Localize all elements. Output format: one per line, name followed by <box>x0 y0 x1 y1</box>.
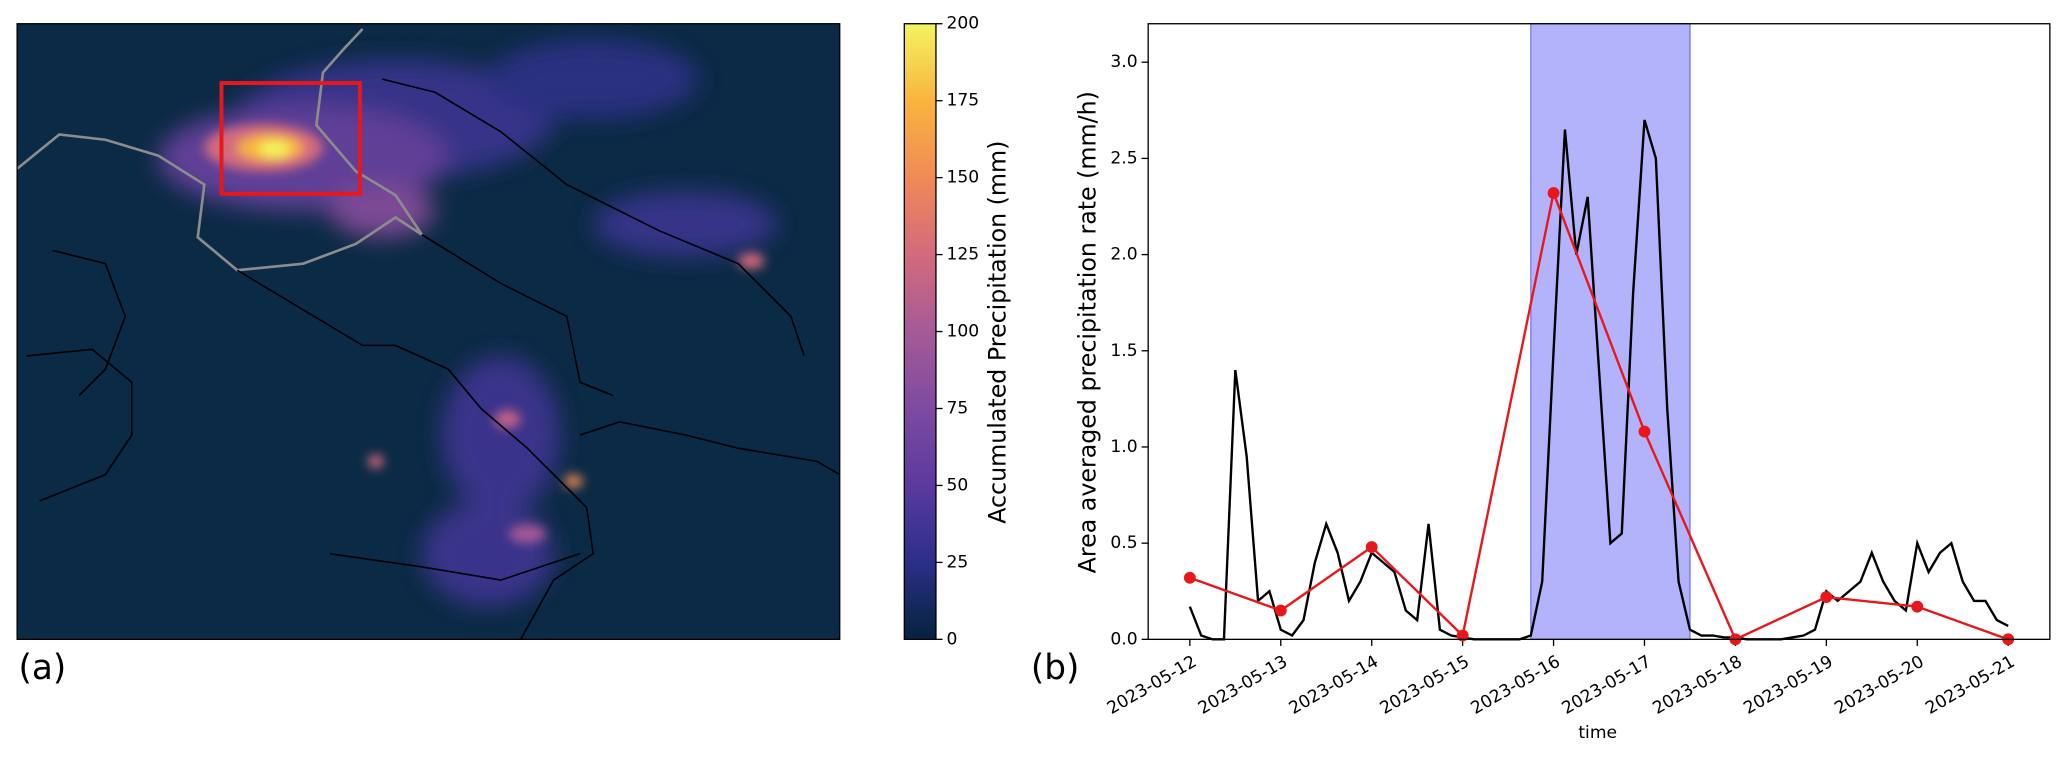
colorbar-label: Accumulated Precipitation (mm) <box>984 141 1012 524</box>
colorbar <box>903 23 937 641</box>
map <box>17 23 840 640</box>
x-tick-label: 2023-05-17 <box>1559 652 1655 719</box>
x-tick-label: 2023-05-12 <box>1104 652 1200 719</box>
plot-frame <box>1147 23 2051 641</box>
panel-label: (a) <box>18 648 66 688</box>
x-tick-label: 2023-05-15 <box>1377 652 1473 719</box>
colorbar-tick-label: 200 <box>946 14 979 34</box>
point <box>1365 541 1378 553</box>
x-axis-label: time <box>1578 723 1617 743</box>
colorbar-tick-label: 25 <box>946 552 968 572</box>
point <box>1456 629 1469 642</box>
y-tick-label: 3.0 <box>1110 52 1137 72</box>
colorbar-tick-label: 100 <box>946 322 979 342</box>
point <box>1820 591 1833 603</box>
x-tick-label: 2023-05-20 <box>1831 652 1927 719</box>
point <box>1183 571 1196 584</box>
colorbar-tick-label: 125 <box>946 245 979 265</box>
point <box>1638 425 1651 438</box>
colorbar-tick-label: 75 <box>946 398 968 418</box>
x-tick-label: 2023-05-13 <box>1195 652 1291 719</box>
y-tick-label: 0.5 <box>1110 533 1137 553</box>
y-tick-label: 1.0 <box>1110 437 1137 457</box>
y-tick-label: 2.5 <box>1110 148 1137 168</box>
x-tick-label: 2023-05-19 <box>1740 652 1836 719</box>
x-tick-label: 2023-05-14 <box>1286 652 1382 719</box>
point <box>1911 600 1924 613</box>
point <box>1274 604 1287 617</box>
colorbar-tick-label: 150 <box>946 168 979 188</box>
point <box>1547 187 1560 199</box>
colorbar-tick-label: 0 <box>946 629 957 649</box>
x-tick-label: 2023-05-21 <box>1922 652 2018 719</box>
x-tick-label: 2023-05-16 <box>1468 652 1564 719</box>
line <box>1189 188 2009 641</box>
x-tick-label: 2023-05-18 <box>1649 652 1745 719</box>
y-tick-label: 0.0 <box>1110 629 1137 649</box>
panel-label: (b) <box>1031 648 1080 688</box>
map-frame <box>16 23 841 641</box>
y-tick-label: 2.0 <box>1110 245 1137 265</box>
y-axis-label: Area averaged precipitation rate (mm/h) <box>1073 91 1101 573</box>
colorbar-tick-label: 175 <box>946 91 979 111</box>
y-tick-label: 1.5 <box>1110 341 1137 361</box>
line <box>1188 119 2009 641</box>
colorbar-tick-label: 50 <box>946 475 968 495</box>
